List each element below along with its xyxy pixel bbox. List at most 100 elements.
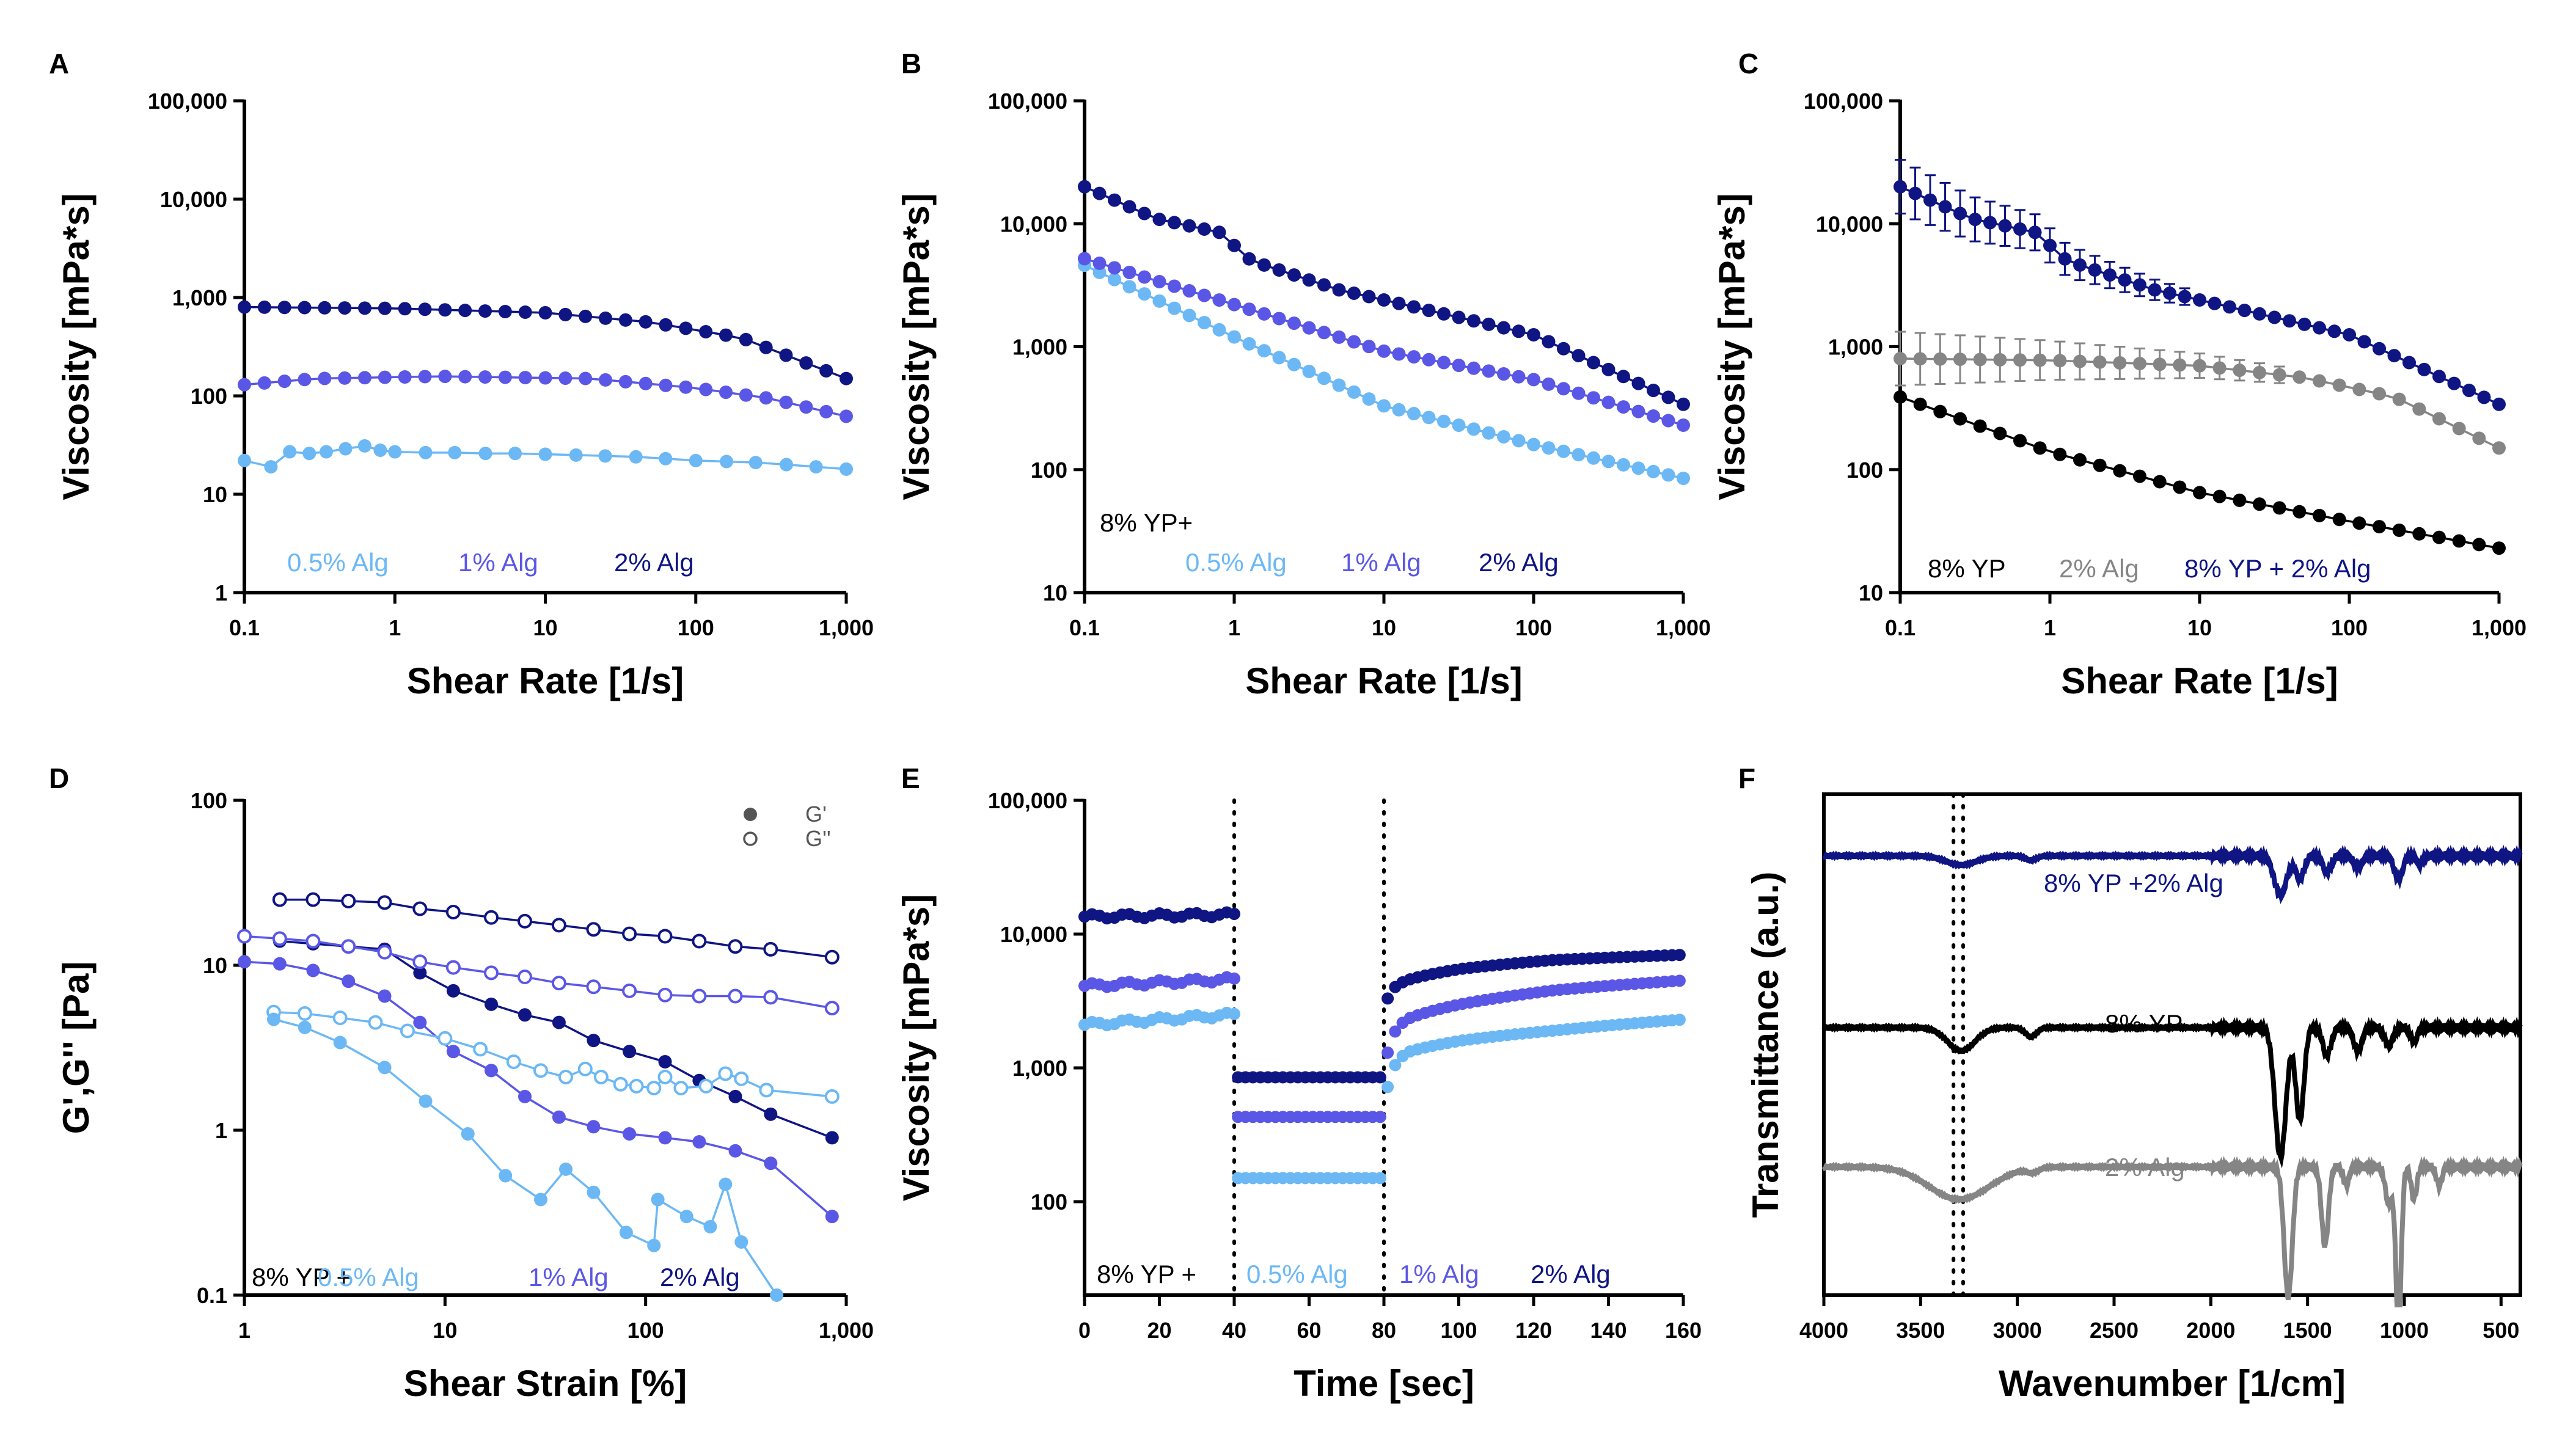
annotation: 2% Alg bbox=[1531, 1260, 1611, 1288]
data-point bbox=[2193, 359, 2206, 373]
x-tick-label: 1,000 bbox=[2472, 615, 2527, 640]
data-point bbox=[552, 1110, 566, 1124]
data-point bbox=[569, 448, 583, 462]
x-axis-title: Time [sec] bbox=[1293, 1363, 1474, 1404]
data-point bbox=[809, 460, 823, 474]
y-axis-title: Viscosity [mPa*s] bbox=[896, 193, 937, 500]
y-tick-label: 10,000 bbox=[1816, 211, 1883, 236]
series-line bbox=[279, 940, 833, 1139]
data-point bbox=[302, 447, 317, 461]
series-line bbox=[273, 1018, 778, 1296]
data-point bbox=[720, 455, 734, 469]
data-point bbox=[2332, 513, 2346, 527]
data-point bbox=[2212, 361, 2227, 375]
data-point bbox=[445, 905, 461, 920]
annotation: 0.5% Alg bbox=[1246, 1260, 1348, 1288]
data-point bbox=[1377, 399, 1391, 413]
annotation: 8% YP + bbox=[252, 1263, 351, 1291]
data-point bbox=[658, 1131, 672, 1145]
y-axis-title: Viscosity [mPa*s] bbox=[896, 894, 937, 1201]
data-point bbox=[1332, 330, 1346, 344]
data-point bbox=[2133, 357, 2146, 371]
panel-letter: C bbox=[1738, 48, 1758, 79]
data-point bbox=[646, 1081, 662, 1096]
data-point bbox=[2193, 486, 2206, 500]
y-tick-label: 1,000 bbox=[172, 285, 227, 310]
data-point bbox=[840, 371, 853, 385]
data-point bbox=[483, 965, 499, 981]
data-point bbox=[413, 1015, 427, 1029]
data-point bbox=[2238, 304, 2252, 318]
data-point bbox=[2148, 283, 2162, 297]
data-point bbox=[338, 442, 353, 456]
data-point bbox=[2088, 263, 2102, 277]
data-point bbox=[483, 910, 499, 925]
data-point bbox=[358, 301, 371, 315]
data-point bbox=[659, 378, 673, 392]
data-point bbox=[538, 447, 552, 461]
data-point bbox=[368, 1015, 383, 1030]
data-point bbox=[518, 1089, 532, 1103]
data-point bbox=[1302, 321, 1316, 335]
data-point bbox=[318, 371, 332, 385]
data-point bbox=[1437, 356, 1451, 370]
data-point bbox=[1542, 441, 1556, 455]
data-point bbox=[1374, 1071, 1386, 1084]
data-point bbox=[623, 1045, 637, 1059]
data-point bbox=[2452, 422, 2466, 436]
x-tick-label: 140 bbox=[1590, 1318, 1626, 1343]
data-point bbox=[658, 1054, 672, 1069]
data-point bbox=[1287, 316, 1301, 331]
data-point bbox=[2412, 402, 2426, 416]
data-point bbox=[613, 1076, 628, 1092]
data-point bbox=[2352, 516, 2366, 530]
data-point bbox=[825, 1131, 839, 1145]
data-point bbox=[277, 374, 291, 389]
data-point bbox=[719, 1177, 733, 1191]
panel-letter: A bbox=[49, 48, 69, 79]
data-point bbox=[2233, 493, 2247, 507]
data-layer bbox=[1078, 180, 1690, 485]
data-point bbox=[1437, 414, 1451, 428]
data-point bbox=[1242, 302, 1256, 316]
x-axis-title: Shear Rate [1/s] bbox=[2061, 660, 2338, 701]
data-point bbox=[332, 1010, 348, 1026]
data-point bbox=[1677, 397, 1690, 411]
data-point bbox=[1381, 1081, 1394, 1094]
data-point bbox=[1512, 434, 1526, 448]
data-point bbox=[1302, 273, 1316, 287]
data-point bbox=[1092, 186, 1107, 200]
y-axis-title: G',G'' [Pa] bbox=[56, 962, 97, 1134]
y-tick-label: 0.1 bbox=[197, 1283, 227, 1308]
data-point bbox=[1381, 1047, 1394, 1059]
data-point bbox=[298, 373, 312, 387]
data-point bbox=[1168, 279, 1181, 293]
data-point bbox=[763, 941, 778, 957]
data-point bbox=[824, 1001, 840, 1016]
data-point bbox=[770, 1288, 784, 1302]
data-point bbox=[1933, 404, 1947, 418]
data-point bbox=[1631, 461, 1645, 475]
data-point bbox=[1497, 321, 1510, 335]
data-point bbox=[297, 1006, 312, 1021]
data-point bbox=[2178, 290, 2192, 304]
data-point bbox=[1228, 1007, 1240, 1020]
data-point bbox=[2357, 335, 2371, 349]
data-point bbox=[1467, 314, 1480, 328]
data-point bbox=[2297, 317, 2311, 331]
data-point bbox=[2033, 353, 2047, 367]
data-point bbox=[1122, 200, 1136, 214]
y-tick-label: 100 bbox=[191, 788, 227, 813]
legend-label: G' bbox=[805, 802, 827, 827]
data-point bbox=[1168, 301, 1181, 315]
data-point bbox=[1993, 426, 2007, 440]
data-point bbox=[306, 892, 321, 907]
data-point bbox=[1152, 213, 1166, 227]
data-point bbox=[1092, 256, 1107, 270]
data-point bbox=[2313, 321, 2326, 335]
data-point bbox=[2053, 447, 2067, 461]
data-point bbox=[2173, 480, 2187, 494]
data-point bbox=[438, 303, 452, 317]
data-point bbox=[692, 1135, 706, 1149]
data-point bbox=[1677, 471, 1690, 485]
